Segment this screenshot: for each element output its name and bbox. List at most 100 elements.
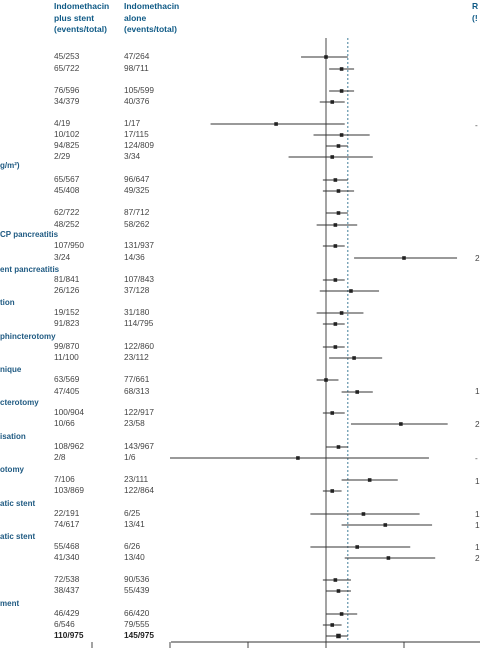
alone-events-cell: 143/967 (124, 441, 154, 451)
alone-events-cell: 6/26 (124, 541, 141, 551)
alone-events-cell: 96/647 (124, 174, 150, 184)
stent-events-cell: 11/100 (54, 352, 79, 362)
right-cut-label: - (475, 120, 478, 130)
alone-events-cell: 77/661 (124, 374, 150, 384)
point-estimate (336, 189, 341, 193)
point-estimate (352, 356, 356, 360)
stent-events-cell: 10/66 (54, 418, 75, 428)
stent-events-cell: 4/19 (54, 118, 71, 128)
alone-events-cell: 98/711 (124, 63, 149, 73)
alone-events-cell: 1/6 (124, 452, 136, 462)
stent-events-cell: 63/569 (54, 374, 80, 384)
point-estimate (296, 456, 300, 460)
stent-events-cell: 19/152 (54, 307, 80, 317)
right-cut-label: 1 (475, 509, 480, 519)
subgroup-label: ent pancreatitis (0, 265, 60, 274)
right-cut-label: 2 (475, 419, 480, 429)
stent-events-cell: 65/567 (54, 174, 80, 184)
right-cut-label: 1 (475, 386, 480, 396)
subgroup-label: otomy (0, 465, 24, 474)
stent-events-cell: 100/904 (54, 407, 84, 417)
alone-events-cell: 1/17 (124, 118, 141, 128)
stent-events-cell: 6/546 (54, 619, 75, 629)
right-cut-label: 1 (475, 520, 480, 530)
stent-events-cell: 72/538 (54, 574, 80, 584)
header-stent-line1: Indomethacin (54, 1, 110, 11)
header-right-line1: R (472, 1, 479, 11)
alone-events-cell: 17/115 (124, 129, 149, 139)
subgroup-label: nique (0, 365, 22, 374)
header-stent-line3: (events/total) (54, 24, 107, 34)
stent-events-cell: 91/823 (54, 318, 80, 328)
alone-events-cell: 23/58 (124, 418, 145, 428)
alone-events-cell: 122/864 (124, 485, 154, 495)
alone-events-cell: 79/555 (124, 619, 150, 629)
stent-events-cell: 110/975 (54, 630, 84, 640)
alone-events-cell: 114/795 (124, 318, 154, 328)
alone-events-cell: 37/128 (124, 285, 150, 295)
point-estimate (386, 556, 391, 560)
subgroup-label: CP pancreatitis (0, 230, 59, 239)
subgroup-label: tion (0, 298, 15, 307)
alone-events-cell: 3/34 (124, 151, 141, 161)
point-estimate (336, 633, 341, 639)
alone-events-cell: 124/809 (124, 140, 154, 150)
header-alone-line3: (events/total) (124, 24, 177, 34)
point-estimate (324, 378, 328, 382)
subgroup-label: cterotomy (0, 398, 39, 407)
subgroup-label: ment (0, 599, 20, 608)
alone-events-cell: 23/112 (124, 352, 149, 362)
alone-events-cell: 90/536 (124, 574, 150, 584)
header-alone-line2: alone (124, 12, 147, 23)
right-cut-label: 1 (475, 476, 480, 486)
point-estimate (399, 422, 403, 426)
header-right-fragment: R (! (472, 1, 478, 24)
point-estimate (333, 223, 338, 227)
point-estimate (349, 289, 353, 293)
stent-events-cell: 81/841 (54, 274, 80, 284)
point-estimate (336, 445, 341, 449)
stent-events-cell: 22/191 (54, 508, 80, 518)
point-estimate (274, 122, 278, 126)
stent-events-cell: 3/24 (54, 252, 71, 262)
alone-events-cell: 87/712 (124, 207, 150, 217)
point-estimate (336, 589, 341, 593)
stent-events-cell: 26/126 (54, 285, 80, 295)
header-stent-column: Indomethacin plus stent (events/total) (54, 1, 109, 36)
stent-events-cell: 76/596 (54, 85, 80, 95)
stent-events-cell: 38/437 (54, 585, 80, 595)
point-estimate (339, 612, 344, 616)
point-estimate (333, 278, 338, 282)
right-cut-label: 2 (475, 553, 480, 563)
alone-events-cell: 40/376 (124, 96, 150, 106)
alone-events-cell: 66/420 (124, 608, 150, 618)
header-alone-column: Indomethacin alone (events/total) (124, 1, 179, 36)
point-estimate (330, 411, 335, 415)
alone-events-cell: 107/843 (124, 274, 154, 284)
stent-events-cell: 48/252 (54, 219, 80, 229)
point-estimate (339, 89, 344, 93)
alone-events-cell: 122/860 (124, 341, 154, 351)
alone-events-cell: 47/264 (124, 51, 150, 61)
alone-events-cell: 6/25 (124, 508, 141, 518)
stent-events-cell: 10/102 (54, 129, 80, 139)
point-estimate (339, 67, 344, 71)
point-estimate (355, 545, 359, 549)
alone-events-cell: 49/325 (124, 185, 150, 195)
subgroup-label: phincterotomy (0, 332, 56, 341)
point-estimate (339, 311, 344, 315)
alone-events-cell: 122/917 (124, 407, 154, 417)
stent-events-cell: 65/722 (54, 63, 80, 73)
point-estimate (355, 390, 359, 394)
subgroup-label: isation (0, 432, 26, 441)
alone-events-cell: 14/36 (124, 252, 145, 262)
point-estimate (367, 478, 372, 482)
point-estimate (333, 345, 338, 349)
point-estimate (333, 322, 338, 326)
alone-events-cell: 58/262 (124, 219, 150, 229)
stent-events-cell: 34/379 (54, 96, 80, 106)
subgroup-label: atic stent (0, 499, 36, 508)
stent-events-cell: 74/617 (54, 519, 80, 529)
stent-events-cell: 94/825 (54, 140, 80, 150)
